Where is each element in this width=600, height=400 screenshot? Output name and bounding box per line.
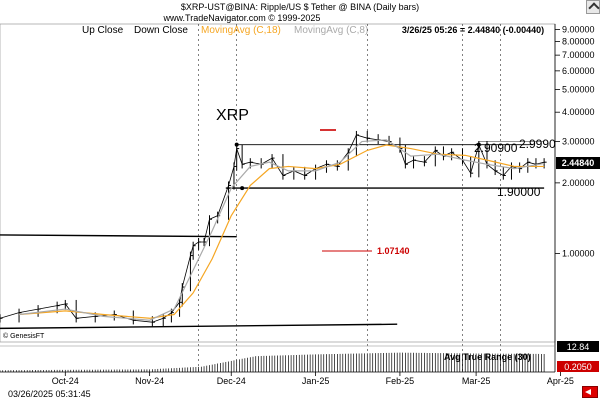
footer-timestamp: 03/26/2025 05:31:45 — [8, 389, 91, 399]
y-tick-label: 2.00000 — [562, 178, 595, 188]
indicator-bottom-value: 0.2050 — [564, 362, 592, 372]
chart-nav-icon[interactable] — [586, 0, 600, 14]
asset-label: XRP — [216, 107, 249, 124]
plot-frame — [0, 23, 556, 343]
x-tick-label: Oct-24 — [52, 376, 79, 386]
y-tick-label: 3.00000 — [562, 137, 595, 147]
y-tick-label: 5.00000 — [562, 84, 595, 94]
low-level-label: 1.07140 — [377, 246, 410, 256]
moving-average-line — [18, 144, 545, 319]
legend-up-close[interactable]: Up Close — [82, 25, 124, 36]
indicator-bottom-box — [557, 361, 599, 372]
close-line — [0, 134, 545, 323]
level-lines — [225, 141, 545, 191]
indicator-title: Avg True Range (30) — [444, 352, 531, 362]
moving-average-line — [18, 139, 545, 321]
atr-histogram — [0, 352, 545, 372]
x-tick-label: Mar-25 — [462, 376, 491, 386]
legend: Up Close Down Close MovingAvg (C,18) Mov… — [82, 25, 368, 36]
trend-lines — [0, 234, 398, 330]
level-top2-label: 2.9990 — [519, 137, 556, 151]
watermark: © GenesisFT — [3, 332, 45, 340]
y-tick-label: 1.00000 — [562, 249, 595, 259]
trend-line — [0, 323, 398, 330]
legend-down-close[interactable]: Down Close — [134, 25, 188, 36]
grid-lines — [198, 24, 501, 372]
trend-line — [0, 234, 237, 238]
y-tick-label: 6.00000 — [562, 66, 595, 76]
chart-title: $XRP-UST@BINA: Ripple/US $ Tether @ BINA… — [181, 2, 419, 12]
legend-ma8[interactable]: MovingAvg (C,8) — [294, 25, 368, 36]
indicator-top-box — [557, 341, 599, 352]
y-axis-ticks: 9.00000 8.00000 7.00000 6.00000 5.00000 4.000… — [555, 25, 595, 259]
level-top-label: 2.90900 — [474, 141, 518, 155]
y-tick-label: 8.00000 — [562, 37, 595, 47]
scroll-left-icon[interactable] — [582, 386, 598, 398]
current-price-label: 2.44840 — [562, 158, 595, 168]
source-credit: www.TradeNavigator.com © 1999-2025 — [163, 13, 321, 23]
x-tick-label: Jan-25 — [302, 376, 330, 386]
x-tick-label: Apr-25 — [547, 376, 574, 386]
x-tick-label: Dec-24 — [217, 376, 246, 386]
x-tick-label: Nov-24 — [135, 376, 164, 386]
level-bottom-label: 1.90000 — [497, 185, 541, 199]
current-price-box — [556, 157, 600, 169]
y-tick-label: 9.00000 — [562, 25, 595, 35]
y-tick-label: 7.00000 — [562, 50, 595, 60]
indicator-top-value: 12.84 — [567, 342, 590, 352]
x-axis-ticks: Oct-24 Nov-24 Dec-24 Jan-25 Feb-25 Mar-25 Apr-… — [52, 372, 574, 386]
x-tick-label: Feb-25 — [386, 376, 415, 386]
quote-readout: 3/26/25 05:26 = 2.44840 (-0.00440) — [402, 25, 544, 35]
moving-averages — [18, 139, 545, 321]
legend-ma18[interactable]: MovingAvg (C,18) — [201, 25, 281, 36]
support-dot — [240, 186, 245, 191]
y-tick-label: 4.00000 — [562, 107, 595, 117]
